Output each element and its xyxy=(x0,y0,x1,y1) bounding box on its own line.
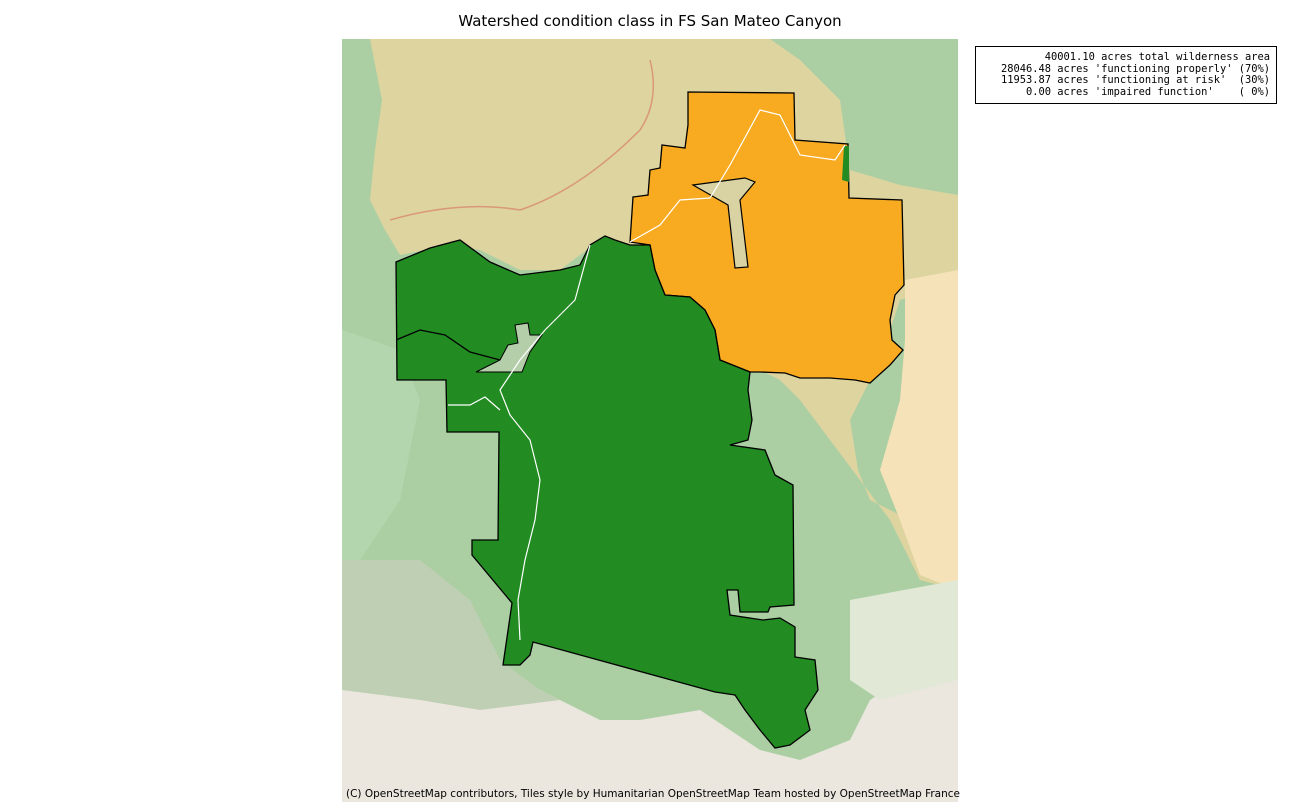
functioning-properly-sliver xyxy=(842,146,849,182)
legend-line-functioning-properly: 28046.48 acres 'functioning properly' (7… xyxy=(1001,62,1270,75)
legend-line-functioning-at-risk: 11953.87 acres 'functioning at risk' (30… xyxy=(1001,74,1270,87)
map-attribution: (C) OpenStreetMap contributors, Tiles st… xyxy=(346,788,960,800)
north-boundary-line xyxy=(395,329,501,361)
excluded-inholding-2 xyxy=(475,322,543,373)
watershed-polygons xyxy=(395,91,905,749)
watershed-boundaries xyxy=(448,109,846,641)
functioning-at-risk-area xyxy=(629,91,905,384)
excluded-inholding xyxy=(691,177,756,269)
legend-line-impaired-function: 0.00 acres 'impaired function' ( 0%) xyxy=(1026,85,1270,98)
legend-line-total: 40001.10 acres total wilderness area xyxy=(1044,51,1270,63)
map-canvas xyxy=(342,39,958,802)
acreage-summary-box: 40001.10 acres total wilderness area 2804… xyxy=(975,46,1277,104)
map-title: Watershed condition class in FS San Mate… xyxy=(458,12,842,30)
